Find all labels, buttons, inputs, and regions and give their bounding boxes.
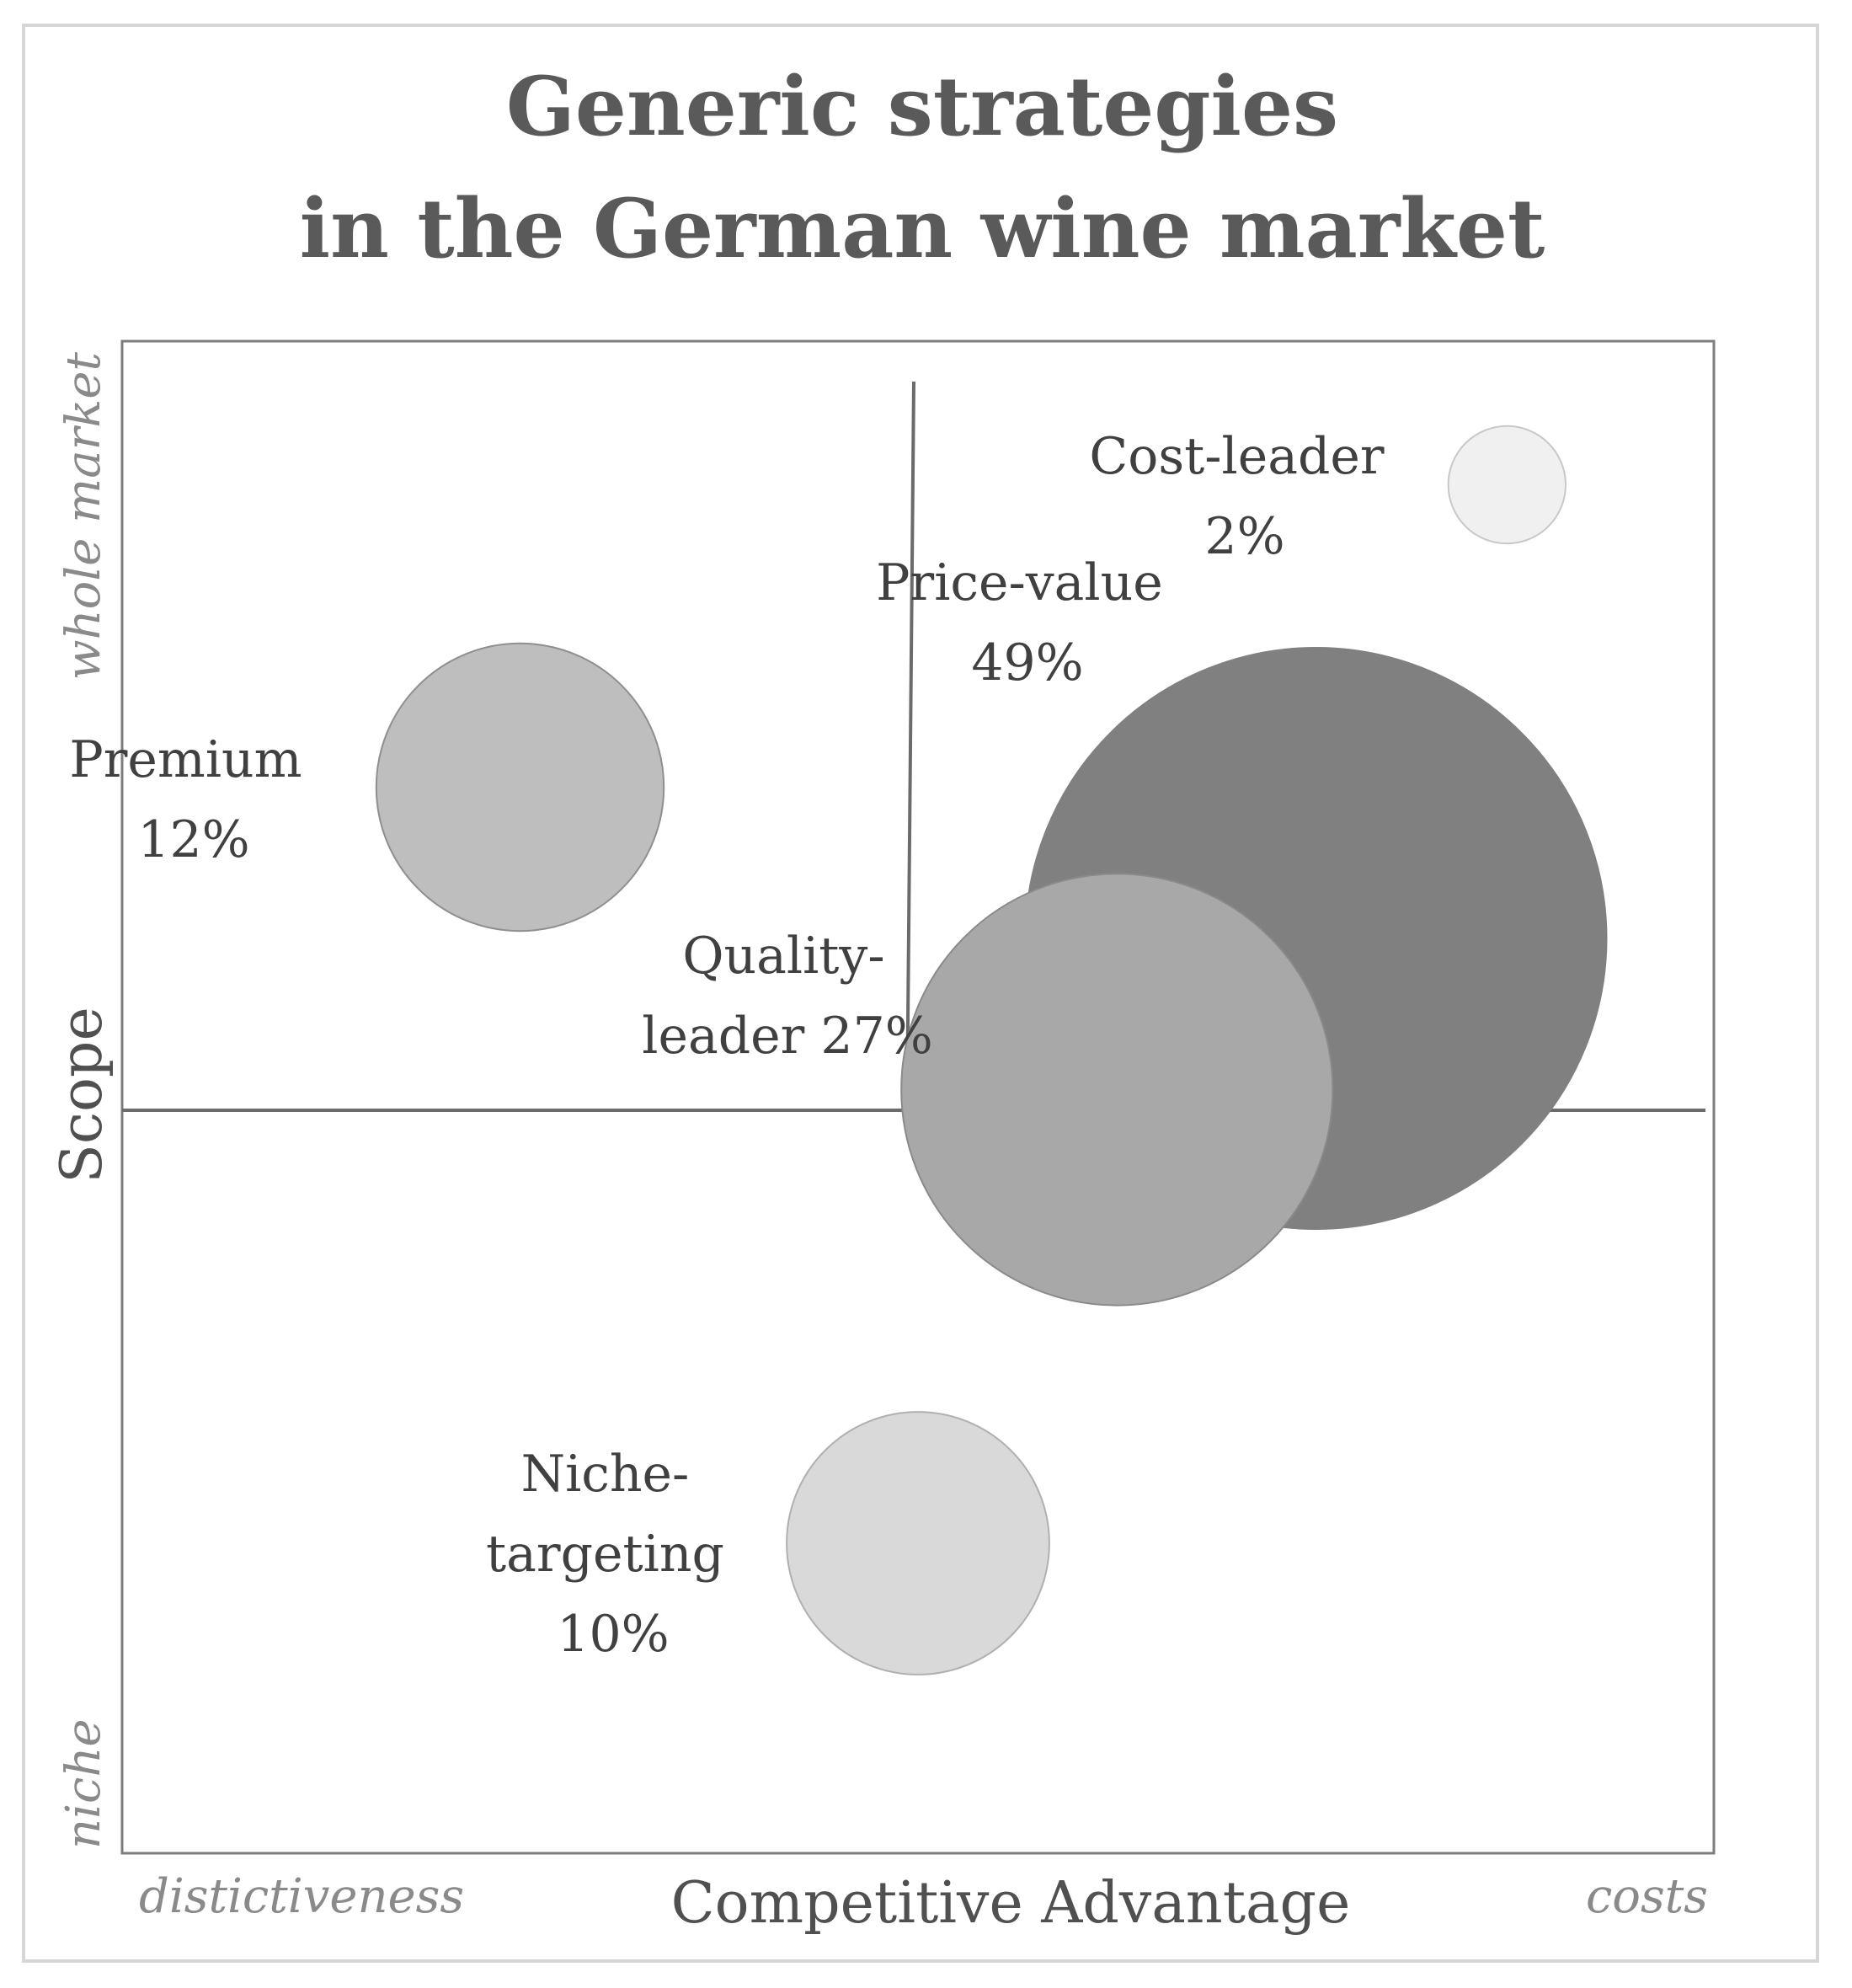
label-cost-leader: Cost-leader 2%: [1089, 427, 1400, 566]
quadrant-divider-vertical: [905, 381, 915, 1113]
label-quality-leader: Quality- leader 27%: [642, 927, 933, 1066]
label-price-value: Price-value 49%: [876, 553, 1179, 692]
label-premium: Premium 12%: [69, 730, 318, 869]
y-axis-top-end-label: whole market: [56, 352, 111, 681]
x-axis-right-end-label: costs: [1586, 1869, 1708, 1924]
chart-title-line-1: Generic strategies: [506, 59, 1338, 154]
x-axis-left-end-label: distictiveness: [139, 1869, 464, 1924]
label-niche-targeting: Niche- targeting 10%: [486, 1445, 740, 1664]
bubble-premium: [375, 642, 665, 933]
x-axis-title: Competitive Advantage: [671, 1870, 1351, 1937]
bubble-niche-targeting: [786, 1411, 1050, 1675]
bubble-labels: Cost-leader 2% Premium 12% Price-value 4…: [69, 427, 1400, 1664]
bubble-quality-leader: [900, 873, 1334, 1307]
bubble-series: [375, 425, 1608, 1675]
plot-area-border: [120, 339, 1716, 1855]
chart-title: Generic strategies in the German wine ma…: [300, 59, 1545, 276]
y-axis-bottom-end-label: niche: [56, 1718, 111, 1849]
y-axis-title: Scope: [49, 1007, 115, 1183]
bubble-cost-leader: [1447, 425, 1567, 545]
chart-title-line-2: in the German wine market: [300, 181, 1545, 276]
